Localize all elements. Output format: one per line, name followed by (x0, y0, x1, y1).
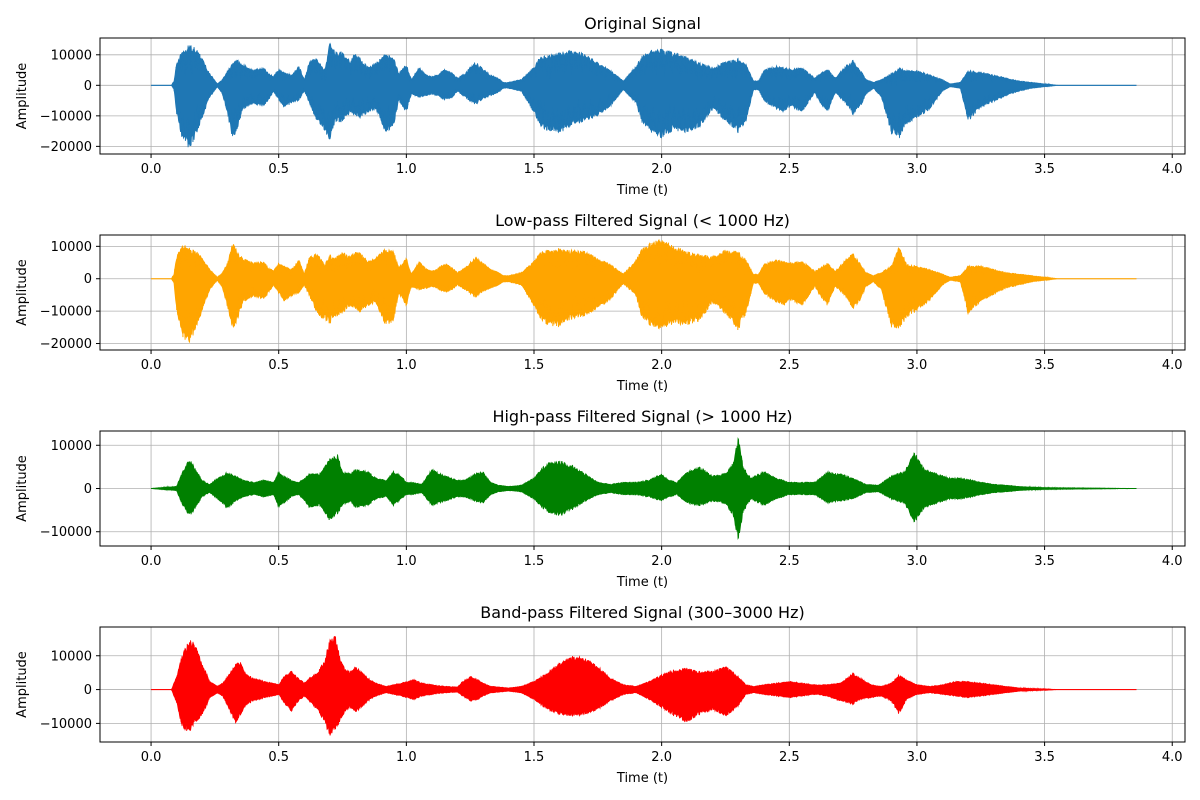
x-tick-label: 0.0 (141, 358, 162, 373)
y-tick-label: 0 (84, 79, 92, 94)
x-tick-label: 1.5 (524, 750, 545, 765)
x-tick-label: 3.5 (1034, 358, 1055, 373)
chart-title: Band-pass Filtered Signal (300–3000 Hz) (480, 603, 804, 622)
signal-line (151, 44, 1137, 147)
x-axis-label: Time (t) (616, 771, 668, 786)
x-tick-label: 0.0 (141, 162, 162, 177)
x-tick-label: 1.5 (524, 162, 545, 177)
y-tick-label: −10000 (40, 109, 92, 124)
x-tick-label: 2.5 (779, 554, 800, 569)
y-tick-label: −10000 (40, 305, 92, 320)
x-tick-label: 4.0 (1162, 162, 1183, 177)
x-tick-label: 3.5 (1034, 554, 1055, 569)
subplot-4: 0.0 0.5 1.0 1.5 2.0 2.5 3.0 3.5 4.0 10000 0 −10000 B… (15, 603, 1186, 786)
x-tick-label: 2.0 (651, 358, 672, 373)
x-axis-label: Time (t) (616, 575, 668, 590)
x-tick-label: 2.0 (651, 750, 672, 765)
y-tick-label: 10000 (51, 48, 92, 63)
chart-title: High-pass Filtered Signal (> 1000 Hz) (492, 407, 792, 426)
chart-title: Low-pass Filtered Signal (< 1000 Hz) (495, 211, 790, 230)
x-tick-label: 1.0 (396, 358, 417, 373)
chart-title: Original Signal (584, 14, 701, 33)
x-tick-label: 1.0 (396, 750, 417, 765)
x-tick-label: 4.0 (1162, 750, 1183, 765)
axes-frame (99, 234, 1186, 351)
x-tick-label: 1.0 (396, 162, 417, 177)
x-tick-label: 0.5 (268, 554, 289, 569)
y-tick-label: 10000 (51, 649, 92, 664)
x-tick-label: 3.0 (907, 162, 928, 177)
y-tick-label: 10000 (51, 240, 92, 255)
subplot-1: 0.0 0.5 1.0 1.5 2.0 2.5 3.0 3.5 4.0 10000 0 −10000 −… (15, 14, 1186, 198)
x-tick-label: 2.0 (651, 162, 672, 177)
x-tick-label: 1.0 (396, 554, 417, 569)
y-tick-label: −10000 (40, 717, 92, 732)
y-tick-label: 0 (84, 683, 92, 698)
x-tick-label: 1.5 (524, 554, 545, 569)
axes-frame (99, 37, 1186, 155)
signal-line (151, 446, 1137, 527)
signal-line (151, 240, 1137, 338)
x-tick-label: 0.0 (141, 554, 162, 569)
subplot-2: 0.0 0.5 1.0 1.5 2.0 2.5 3.0 3.5 4.0 10000 0 −10000 −… (15, 211, 1186, 394)
x-tick-label: 1.5 (524, 358, 545, 373)
x-tick-label: 2.5 (779, 750, 800, 765)
y-tick-label: 0 (84, 272, 92, 287)
signal-line (151, 635, 1137, 734)
x-tick-label: 2.0 (651, 554, 672, 569)
y-tick-label: −20000 (40, 140, 92, 155)
subplot-3: 0.0 0.5 1.0 1.5 2.0 2.5 3.0 3.5 4.0 10000 0 −10000 H… (15, 407, 1186, 590)
x-tick-label: 3.0 (907, 750, 928, 765)
x-tick-label: 4.0 (1162, 554, 1183, 569)
x-tick-label: 3.5 (1034, 750, 1055, 765)
x-tick-label: 3.5 (1034, 162, 1055, 177)
y-axis-label: Amplitude (15, 651, 30, 718)
axes-frame (99, 626, 1186, 743)
y-tick-label: −10000 (40, 525, 92, 540)
y-axis-label: Amplitude (15, 63, 30, 130)
x-tick-label: 0.5 (268, 750, 289, 765)
x-tick-label: 2.5 (779, 162, 800, 177)
x-tick-label: 2.5 (779, 358, 800, 373)
y-tick-label: −20000 (40, 337, 92, 352)
y-axis-label: Amplitude (15, 455, 30, 522)
x-tick-label: 0.5 (268, 162, 289, 177)
x-tick-label: 4.0 (1162, 358, 1183, 373)
x-axis-label: Time (t) (616, 379, 668, 394)
y-tick-label: 10000 (51, 439, 92, 454)
x-tick-label: 0.0 (141, 750, 162, 765)
x-tick-label: 3.0 (907, 358, 928, 373)
x-axis-label: Time (t) (616, 183, 668, 198)
y-axis-label: Amplitude (15, 259, 30, 326)
x-tick-label: 3.0 (907, 554, 928, 569)
x-tick-label: 0.5 (268, 358, 289, 373)
y-tick-label: 0 (84, 482, 92, 497)
